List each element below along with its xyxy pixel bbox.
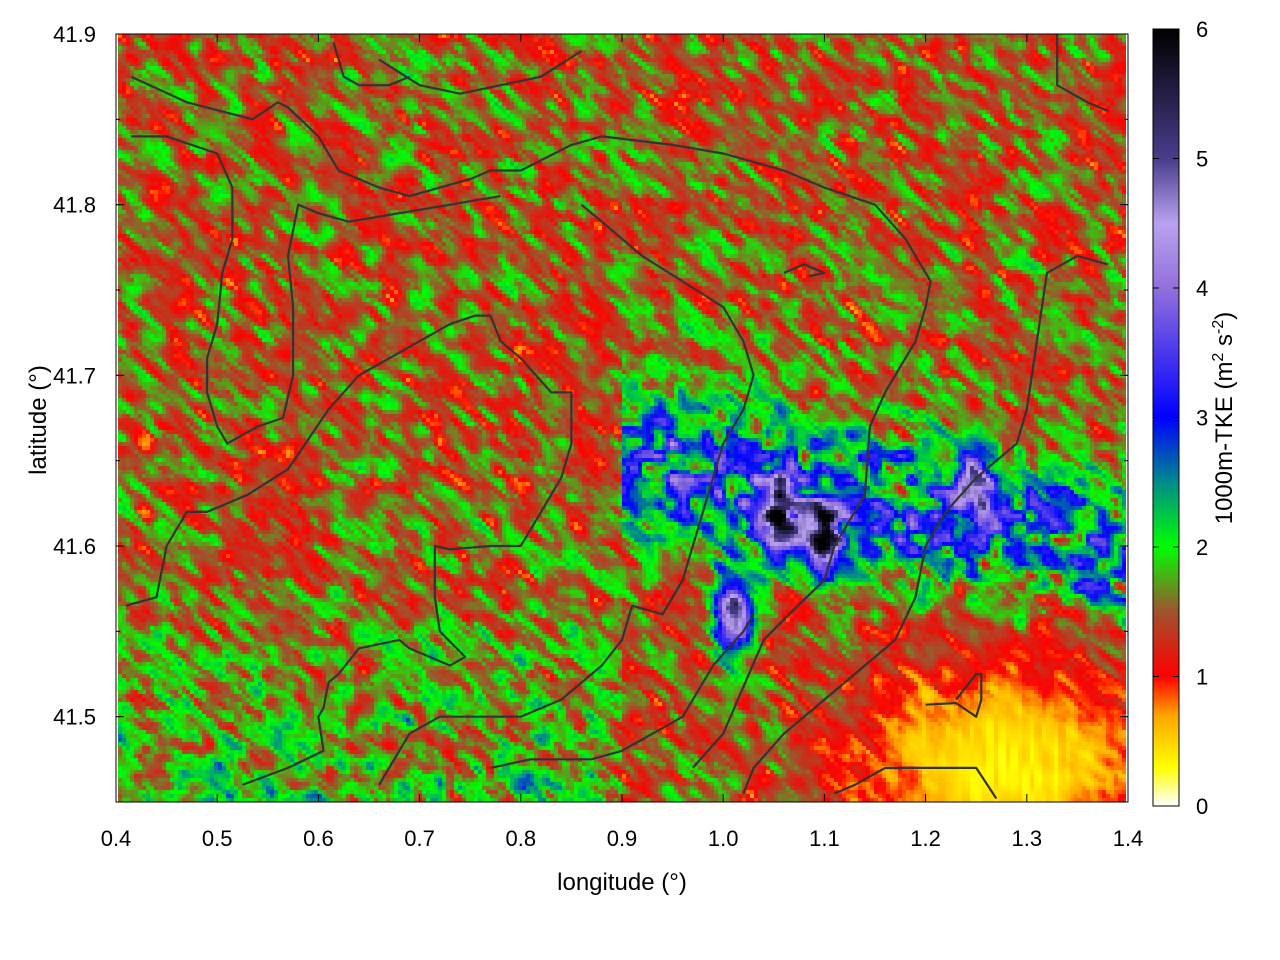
y-tick-label: 41.5 <box>53 705 96 730</box>
colorbar-label: 1000m-TKE (m2 s-2) <box>1210 312 1238 525</box>
contour-line-8 <box>378 50 583 95</box>
x-tick-label: 0.4 <box>101 826 132 851</box>
colorbar-tick-label: 6 <box>1196 17 1208 42</box>
colorbar-tick-label: 0 <box>1196 794 1208 819</box>
x-tick-label: 0.8 <box>506 826 537 851</box>
plot-area: 0.4 0.5 0.6 0.7 0.8 0.9 1.0 1.1 1.2 1.3 1.4 41.541… <box>53 22 1143 851</box>
x-tick-label: 0.6 <box>303 826 334 851</box>
colorbar-tick-label: 1 <box>1196 665 1208 690</box>
colorbar-ticks: 0 1 2 3 4 5 6 <box>1153 17 1208 819</box>
heatmap-image <box>118 34 1126 802</box>
colorbar-tick-label: 5 <box>1196 147 1208 172</box>
x-tick-label: 0.9 <box>607 826 638 851</box>
contour-line-3 <box>378 203 755 786</box>
x-tick-label: 1.4 <box>1113 826 1144 851</box>
colorbar-tick-label: 4 <box>1196 276 1208 301</box>
colorbar-tick-label: 3 <box>1196 406 1208 431</box>
y-tick-label: 41.6 <box>53 534 96 559</box>
y-tick-label: 41.7 <box>53 363 96 388</box>
y-tick-label: 41.8 <box>53 193 96 218</box>
colorbar: 0 1 2 3 4 5 6 1000m-TKE (m2 s-2) <box>1152 17 1238 819</box>
y-axis-ticks: 41.5 41.6 41.7 41.8 41.9 <box>53 22 1128 803</box>
x-tick-label: 1.1 <box>809 826 840 851</box>
contour-line-5 <box>742 254 1109 794</box>
contour-line-7 <box>925 672 983 718</box>
x-axis-ticks: 0.4 0.5 0.6 0.7 0.8 0.9 1.0 1.1 1.2 1.3 1.4 <box>101 34 1144 851</box>
y-axis-title: latitude (°) <box>25 365 52 475</box>
contour-line-0 <box>130 75 932 769</box>
contour-line-10 <box>1056 34 1109 112</box>
contour-line-11 <box>783 263 826 278</box>
contour-line-4 <box>490 613 755 769</box>
contour-line-6 <box>834 766 998 800</box>
x-tick-label: 1.2 <box>910 826 941 851</box>
contour-line-9 <box>332 42 410 87</box>
coastline-contours <box>125 34 1109 800</box>
x-tick-label: 0.5 <box>202 826 233 851</box>
x-axis-title: longitude (°) <box>557 869 687 896</box>
x-tick-label: 1.0 <box>708 826 739 851</box>
contour-line-1 <box>131 135 501 445</box>
colorbar-tick-label: 2 <box>1196 535 1208 560</box>
contour-line-2 <box>125 314 573 786</box>
x-tick-label: 0.7 <box>404 826 435 851</box>
y-tick-label: 41.9 <box>53 22 96 47</box>
x-tick-label: 1.3 <box>1012 826 1043 851</box>
